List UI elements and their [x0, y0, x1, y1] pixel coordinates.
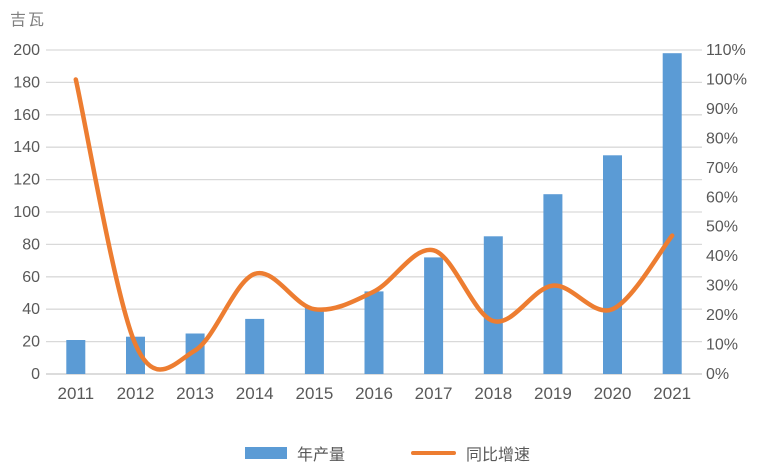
- right-axis-tick-label: 70%: [706, 160, 738, 177]
- left-axis-tick-label: 200: [13, 42, 40, 59]
- x-axis-label: 2020: [594, 384, 632, 403]
- right-axis-tick-label: 90%: [706, 101, 738, 118]
- right-axis-tick-label: 110%: [706, 42, 746, 59]
- bar-2014: [245, 318, 265, 374]
- legend: 年产量 同比增速: [0, 441, 775, 465]
- bar-series-swatch: [244, 447, 287, 459]
- bar-2018: [483, 236, 503, 374]
- bar-2011: [66, 340, 86, 374]
- x-axis-label: 2019: [534, 384, 572, 403]
- right-axis-tick-label: 100%: [706, 72, 747, 89]
- left-axis-tick-label: 60: [22, 269, 40, 286]
- right-axis-tick-label: 30%: [706, 278, 738, 295]
- x-axis-label: 2017: [415, 384, 453, 403]
- left-axis-tick-label: 180: [13, 74, 40, 91]
- left-axis-tick-label: 160: [13, 107, 40, 124]
- line-series-swatch: [411, 450, 456, 456]
- legend-item-growth: 同比增速: [411, 441, 530, 465]
- right-axis-tick-label: 60%: [706, 189, 738, 206]
- x-axis-label: 2014: [236, 384, 274, 403]
- left-axis-unit-label: 吉瓦: [10, 12, 47, 29]
- x-axis-label: 2015: [295, 384, 333, 403]
- growth-line: [73, 77, 675, 372]
- x-axis-label: 2013: [176, 384, 214, 403]
- right-axis-tick-label: 10%: [706, 337, 738, 354]
- bar-2017: [424, 257, 444, 374]
- right-axis-tick-label: 40%: [706, 248, 738, 265]
- left-axis-tick-label: 0: [31, 366, 40, 383]
- x-axis-label: 2012: [117, 384, 155, 403]
- left-axis-tick-label: 40: [22, 301, 40, 318]
- left-axis-tick-label: 100: [13, 204, 40, 221]
- left-axis-tick-label: 140: [13, 139, 40, 156]
- left-axis-tick-label: 120: [13, 172, 40, 189]
- bar-2016: [364, 291, 384, 374]
- left-axis-tick-label: 20: [22, 334, 40, 351]
- bar-series-label: 年产量: [296, 447, 345, 464]
- bar-2021: [662, 53, 682, 374]
- legend-item-production: 年产量: [244, 441, 345, 465]
- x-axis-label: 2016: [355, 384, 393, 403]
- bar-2020: [603, 155, 622, 374]
- right-axis-tick-label: 0%: [706, 366, 729, 383]
- bar-2015: [304, 307, 324, 374]
- line-series-label: 同比增速: [466, 447, 531, 464]
- plot-area: 0 20 40 60 80 100 120 140 160 180 200 0% 10% 20% 30% 40…: [13, 42, 747, 403]
- right-axis-tick-label: 50%: [706, 219, 738, 236]
- right-axis-tick-label: 80%: [706, 130, 738, 147]
- x-axis-label: 2011: [58, 384, 95, 403]
- right-axis-tick-label: 20%: [706, 307, 738, 324]
- bar-2012: [126, 336, 145, 374]
- x-axis-label: 2021: [653, 384, 691, 403]
- x-axis-label: 2018: [474, 384, 512, 403]
- left-axis-tick-label: 80: [22, 236, 40, 253]
